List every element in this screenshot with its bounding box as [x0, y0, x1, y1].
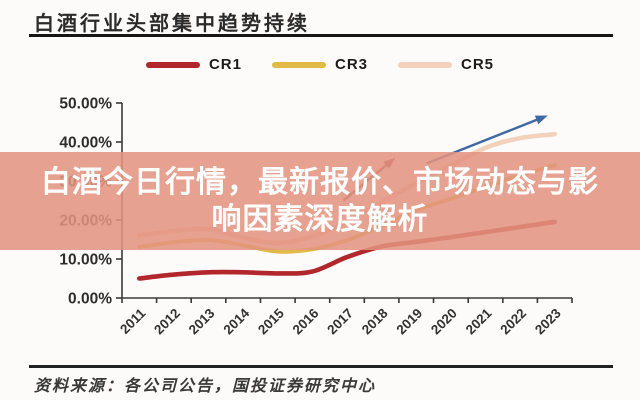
svg-text:2019: 2019 [393, 306, 425, 338]
legend-label-cr3: CR3 [334, 56, 368, 73]
svg-text:2017: 2017 [324, 306, 356, 338]
page-title: 白酒行业头部集中趋势持续 [34, 13, 310, 35]
svg-text:2016: 2016 [290, 305, 322, 337]
svg-text:50.00%: 50.00% [59, 96, 112, 113]
chart-legend: CR1 CR3 CR5 [0, 56, 640, 73]
svg-text:2020: 2020 [428, 306, 460, 338]
svg-text:2021: 2021 [463, 305, 495, 337]
legend-item-cr3: CR3 [271, 56, 368, 73]
overlay-headline-line1: 白酒今日行情，最新报价、市场动态与影 [41, 166, 599, 199]
source-divider [29, 365, 613, 368]
svg-text:2015: 2015 [255, 305, 287, 337]
overlay-headline-line2: 响因素深度解析 [211, 203, 429, 236]
svg-text:0.00%: 0.00% [68, 291, 112, 308]
svg-text:2013: 2013 [186, 305, 218, 337]
svg-text:2018: 2018 [359, 305, 391, 337]
svg-text:2011: 2011 [117, 305, 149, 337]
svg-text:10.00%: 10.00% [59, 252, 112, 269]
title-divider [29, 34, 613, 37]
cr3-line-swatch-icon [271, 61, 326, 68]
svg-text:2014: 2014 [220, 305, 252, 337]
svg-text:2022: 2022 [497, 306, 529, 338]
svg-text:2023: 2023 [532, 305, 564, 337]
overlay-banner: 白酒今日行情，最新报价、市场动态与影 响因素深度解析 [0, 152, 640, 250]
svg-text:2012: 2012 [151, 306, 183, 338]
legend-item-cr5: CR5 [398, 56, 494, 73]
svg-text:40.00%: 40.00% [59, 135, 112, 152]
cr1-line-swatch-icon [145, 61, 200, 68]
legend-label-cr5: CR5 [461, 56, 495, 73]
source-caption: 资料来源：各公司公告，国投证券研究中心 [34, 378, 377, 395]
legend-label-cr1: CR1 [208, 56, 242, 73]
legend-item-cr1: CR1 [145, 56, 242, 73]
cr5-line-swatch-icon [398, 61, 452, 68]
